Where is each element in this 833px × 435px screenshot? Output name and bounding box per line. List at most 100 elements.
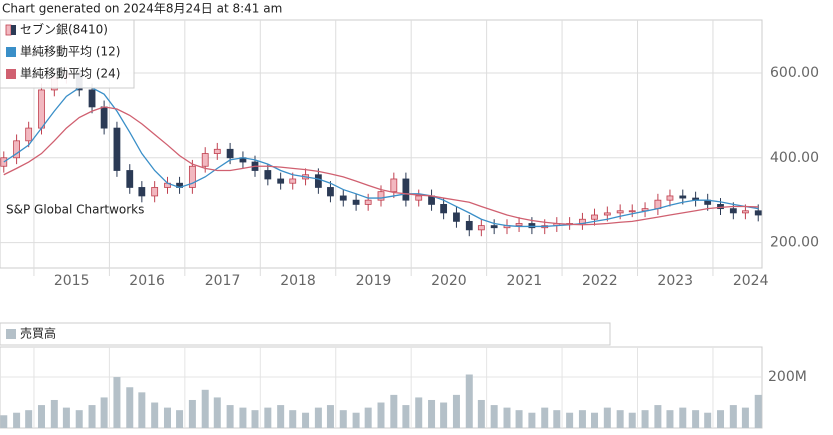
x-tick-label: 2021 — [507, 273, 543, 289]
volume-legend-label: 売買高 — [20, 326, 56, 341]
volume-bar — [503, 407, 511, 428]
candle-body — [38, 89, 45, 129]
candle-body — [339, 195, 347, 201]
volume-bar — [402, 405, 410, 428]
y-tick-label: 400.00 — [770, 150, 819, 166]
volume-bar — [264, 407, 272, 428]
volume-bar — [75, 410, 83, 428]
price-frame — [0, 19, 763, 269]
volume-bar — [578, 410, 586, 428]
volume-bar — [679, 407, 687, 428]
volume-bar — [277, 405, 285, 428]
volume-bar — [440, 402, 448, 428]
volume-legend-box — [0, 322, 611, 346]
volume-bar — [528, 412, 536, 428]
volume-bar — [37, 405, 45, 428]
volume-bar — [0, 415, 8, 428]
candle-body — [277, 178, 285, 184]
volume-bar — [289, 410, 297, 428]
volume-bar — [213, 397, 221, 428]
volume-bar — [239, 407, 247, 428]
volume-bar — [452, 394, 460, 428]
volume-bar — [754, 394, 762, 428]
candle-body — [226, 148, 234, 159]
x-tick-label: 2020 — [431, 273, 467, 289]
volume-bar — [566, 412, 574, 428]
candle-body — [13, 140, 20, 159]
volume-bar — [302, 412, 310, 428]
candle-body — [616, 210, 624, 214]
volume-bar — [88, 405, 96, 428]
volume-bar — [415, 397, 423, 428]
legend-swatch — [5, 24, 12, 36]
candle-body — [415, 195, 423, 201]
candle-body — [729, 208, 737, 214]
candle-body — [390, 178, 398, 193]
candle-body — [603, 212, 611, 216]
x-tick-label: 2024 — [733, 273, 769, 289]
volume-bar — [62, 407, 70, 428]
candle-body — [666, 195, 674, 201]
candle-body — [402, 178, 410, 201]
volume-bar — [314, 407, 322, 428]
volume-bar — [226, 405, 234, 428]
legend-label: 単純移動平均 (12) — [20, 45, 120, 59]
volume-bar — [188, 399, 196, 428]
volume-bar — [616, 410, 624, 428]
candle-body — [88, 89, 96, 108]
candle-body — [100, 106, 108, 129]
candle-body — [151, 187, 159, 197]
legend-label: 単純移動平均 (24) — [20, 67, 120, 81]
candle-body — [742, 210, 749, 214]
moving-average-line — [3, 87, 759, 228]
legend-box — [0, 19, 135, 89]
volume-bar — [477, 399, 485, 428]
x-tick-label: 2017 — [205, 273, 241, 289]
volume-bar — [163, 407, 171, 428]
x-tick-label: 2016 — [129, 273, 165, 289]
volume-bar — [641, 410, 649, 428]
candle-body — [352, 199, 360, 205]
candle-body — [453, 212, 460, 222]
volume-bar — [13, 412, 21, 428]
x-tick-label: 2019 — [356, 273, 392, 289]
volume-bar — [151, 402, 159, 428]
volume-bar — [729, 405, 737, 428]
volume-bar — [352, 412, 360, 428]
volume-bar — [515, 410, 523, 428]
candle-body — [138, 187, 146, 197]
volume-bar — [553, 410, 561, 428]
volume-bar — [126, 387, 134, 428]
candle-body — [440, 204, 448, 214]
volume-bar — [251, 410, 259, 428]
volume-bar — [717, 410, 725, 428]
volume-bar — [201, 389, 209, 428]
volume-legend-swatch — [6, 329, 16, 339]
legend-swatch — [6, 69, 16, 79]
legend-swatch — [11, 25, 16, 35]
candle-body — [264, 170, 272, 180]
volume-bar — [603, 407, 611, 428]
candle-body — [754, 210, 762, 216]
volume-bar — [591, 412, 599, 428]
x-tick-label: 2015 — [54, 273, 90, 289]
candle-body — [515, 223, 523, 227]
candle-body — [528, 223, 536, 229]
candle-body — [654, 199, 662, 210]
volume-bar — [390, 394, 398, 428]
candle-body — [201, 153, 209, 167]
volume-bar — [138, 392, 146, 428]
candle-body — [289, 178, 297, 184]
candle-body — [377, 191, 385, 201]
moving-average-line — [3, 106, 759, 226]
volume-bar — [541, 407, 549, 428]
candle-body — [113, 127, 121, 171]
volume-bar — [666, 410, 674, 428]
volume-bar — [654, 405, 662, 428]
volume-bar — [364, 407, 372, 428]
candle-body — [25, 127, 33, 142]
volume-bar — [377, 402, 385, 428]
volume-bar — [490, 405, 498, 428]
candle-body — [477, 225, 485, 231]
